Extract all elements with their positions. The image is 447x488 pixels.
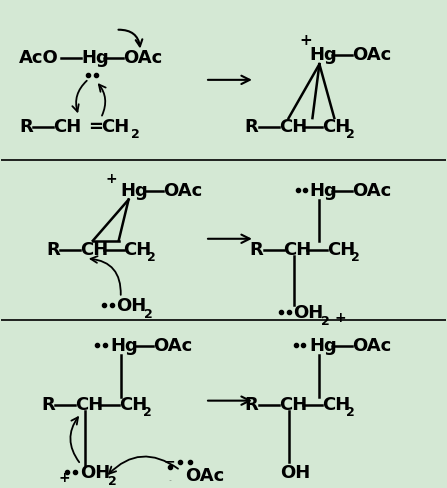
- Text: OAc: OAc: [185, 466, 224, 484]
- Text: OH: OH: [116, 297, 146, 315]
- Text: +: +: [58, 470, 70, 484]
- Text: 2: 2: [143, 405, 151, 418]
- Text: 2: 2: [108, 474, 117, 487]
- Text: −: −: [163, 453, 175, 468]
- Text: 2: 2: [148, 250, 156, 264]
- Text: R: R: [19, 118, 33, 136]
- Text: CH: CH: [322, 395, 350, 413]
- Text: AcO: AcO: [19, 49, 59, 67]
- Text: CH: CH: [118, 395, 147, 413]
- Text: R: R: [245, 118, 259, 136]
- Text: Hg: Hg: [81, 49, 109, 67]
- Text: OAc: OAc: [352, 46, 392, 64]
- Text: R: R: [46, 240, 60, 258]
- Text: CH: CH: [327, 240, 356, 258]
- Text: CH: CH: [75, 395, 103, 413]
- Text: Hg: Hg: [309, 336, 337, 354]
- Text: R: R: [41, 395, 55, 413]
- Text: CH: CH: [101, 118, 129, 136]
- Text: OH: OH: [80, 463, 110, 481]
- Text: OH: OH: [280, 463, 310, 481]
- Text: CH: CH: [53, 118, 81, 136]
- Text: CH: CH: [322, 118, 350, 136]
- Text: CH: CH: [80, 240, 108, 258]
- Text: Hg: Hg: [111, 336, 139, 354]
- Text: +: +: [106, 172, 118, 185]
- Text: OAc: OAc: [352, 182, 392, 199]
- Text: Hg: Hg: [309, 182, 337, 199]
- Text: Hg: Hg: [309, 46, 337, 64]
- Text: R: R: [250, 240, 264, 258]
- Text: =: =: [88, 118, 103, 136]
- Text: OAc: OAc: [352, 336, 392, 354]
- Text: Hg: Hg: [121, 182, 148, 199]
- Text: CH: CH: [278, 118, 307, 136]
- Text: 2: 2: [321, 314, 330, 327]
- Text: OAc: OAc: [163, 182, 202, 199]
- Text: R: R: [245, 395, 259, 413]
- Text: 2: 2: [351, 250, 360, 264]
- Text: CH: CH: [278, 395, 307, 413]
- Text: 2: 2: [131, 128, 139, 141]
- Text: +: +: [334, 311, 346, 325]
- Text: OAc: OAc: [122, 49, 162, 67]
- Text: OAc: OAc: [153, 336, 193, 354]
- Text: CH: CH: [124, 240, 152, 258]
- Text: OH: OH: [294, 304, 324, 322]
- Text: 2: 2: [346, 128, 355, 141]
- Text: +: +: [299, 33, 312, 48]
- Text: 2: 2: [143, 307, 152, 320]
- Text: 2: 2: [346, 405, 355, 418]
- Text: CH: CH: [284, 240, 312, 258]
